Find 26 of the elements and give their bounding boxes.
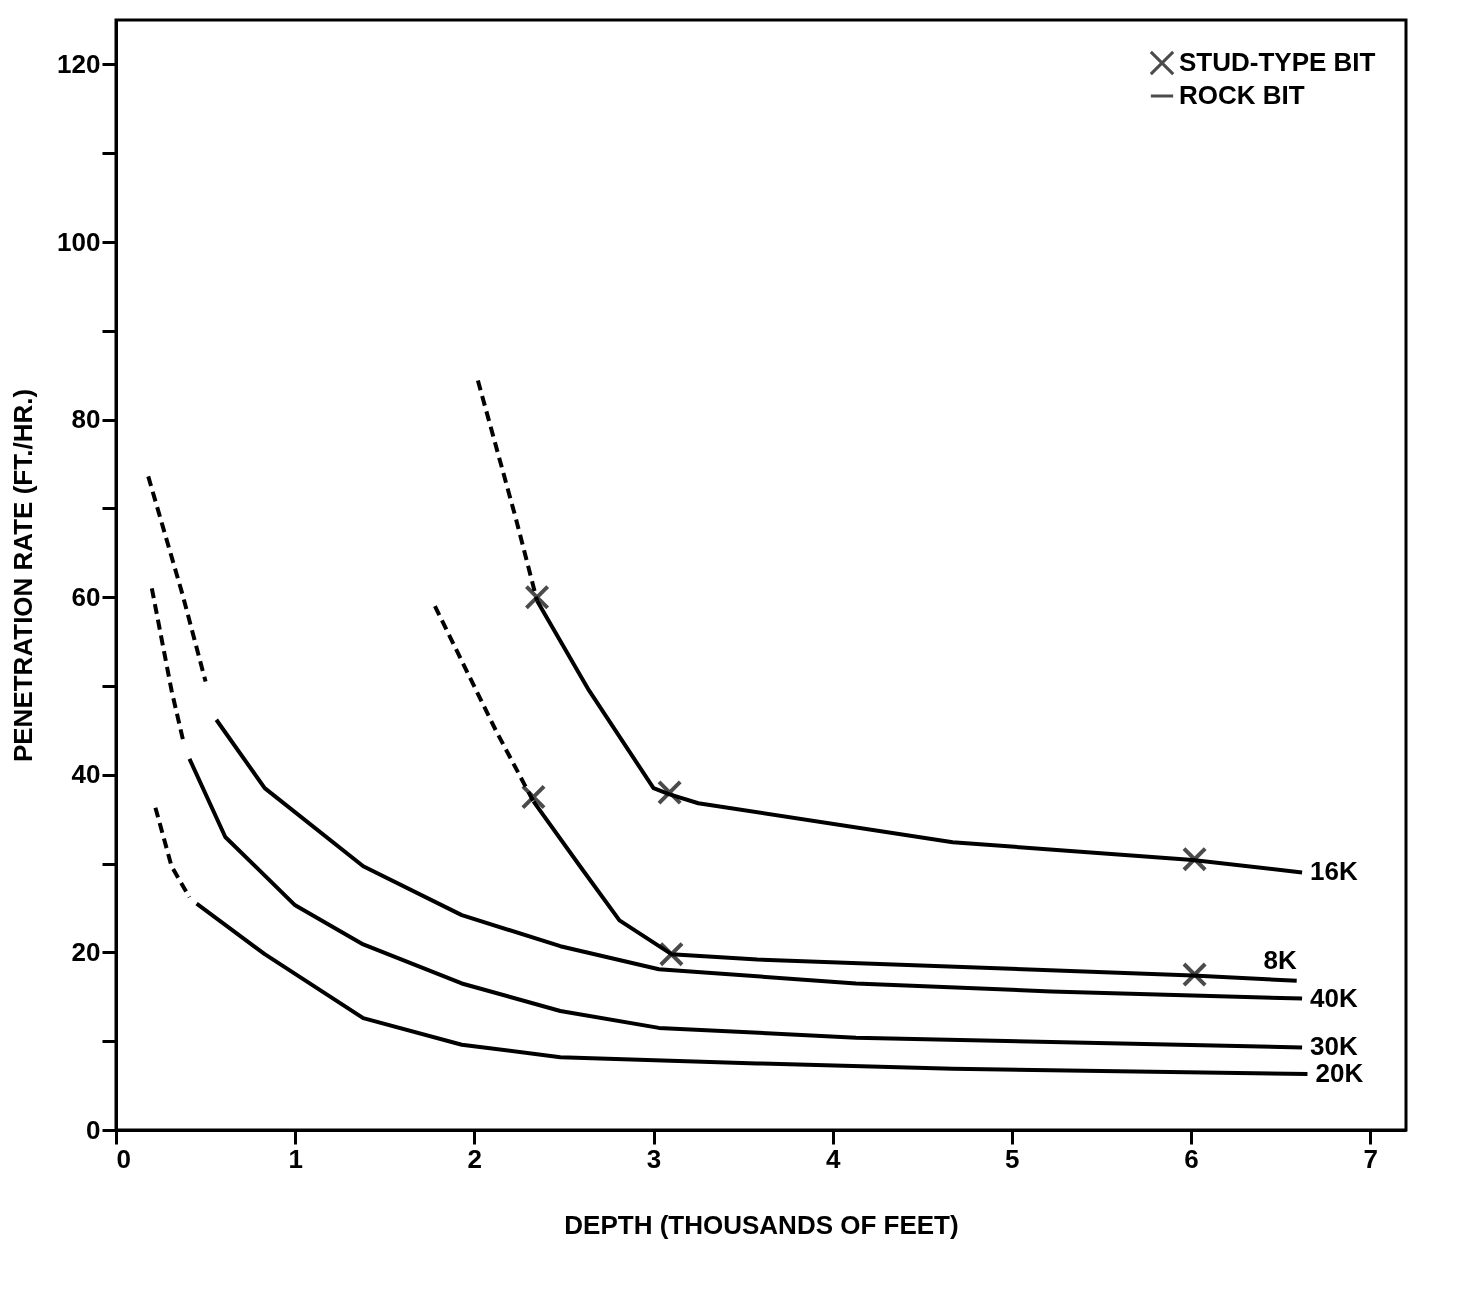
x-tick-label: 7 xyxy=(1363,1143,1378,1174)
y-tick-label: 0 xyxy=(86,1114,101,1145)
x-tick-label: 5 xyxy=(1005,1143,1020,1174)
x-tick-label: 0 xyxy=(116,1143,131,1174)
line-series xyxy=(214,717,1305,1001)
annotation: 16K xyxy=(1310,856,1358,887)
legend-label: STUD-TYPE BIT xyxy=(1179,47,1376,77)
x-tick-label: 3 xyxy=(646,1143,662,1174)
x-axis-title: DEPTH (THOUSANDS OF FEET) xyxy=(564,1209,959,1240)
x-tick-label: 2 xyxy=(467,1143,483,1174)
y-tick-label: 120 xyxy=(57,48,101,79)
y-tick-label: 20 xyxy=(71,936,101,967)
line-series xyxy=(194,901,1310,1077)
y-tick-label: 40 xyxy=(71,759,101,790)
y-axis-title: PENETRATION RATE (FT./HR.) xyxy=(8,388,39,763)
x-tick-label: 6 xyxy=(1184,1143,1199,1174)
legend-label: ROCK BIT xyxy=(1179,80,1305,110)
line-series xyxy=(187,756,1305,1050)
point xyxy=(520,784,547,810)
y-tick-label: 100 xyxy=(57,226,101,257)
y-tick-label: 60 xyxy=(71,581,101,612)
x-tick-label: 1 xyxy=(288,1143,303,1174)
annotation: 40K xyxy=(1310,982,1358,1013)
x-tick-label: 4 xyxy=(825,1143,841,1174)
annotation: 8K xyxy=(1263,944,1297,975)
y-tick-label: 80 xyxy=(71,404,101,435)
